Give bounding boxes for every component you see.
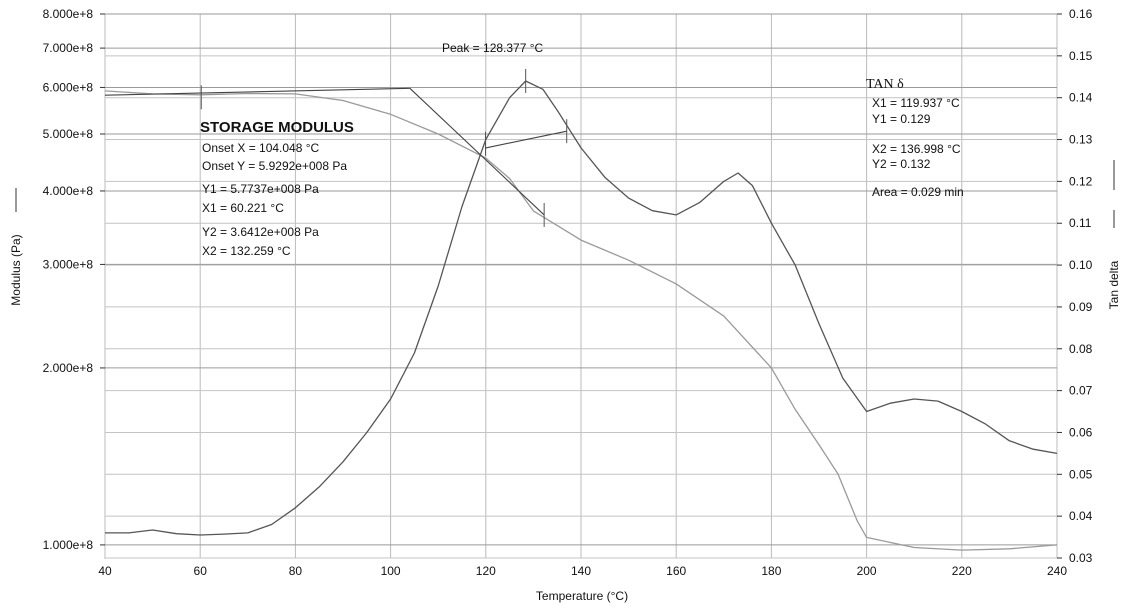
x-tick-label: 200: [857, 564, 877, 578]
x-tick-label: 40: [98, 564, 112, 578]
tan-x2: X2 = 136.998 °C: [872, 142, 961, 156]
onset-line: [485, 130, 567, 149]
storage-x2: X2 = 132.259 °C: [202, 244, 291, 258]
cursor-markers: [200, 68, 568, 227]
storage-modulus-title: STORAGE MODULUS: [200, 119, 354, 136]
left-tick-label: 2.000e+8: [43, 361, 94, 375]
right-tick-label: 0.07: [1069, 384, 1093, 398]
left-tick-label: 1.000e+8: [43, 538, 94, 552]
onset-guide-lines: [104, 87, 567, 216]
storage-y2: Y2 = 3.6412e+008 Pa: [202, 225, 319, 239]
storage-onset-x: Onset X = 104.048 °C: [202, 141, 320, 155]
storage-onset-y: Onset Y = 5.9292e+008 Pa: [202, 159, 347, 173]
x-tick-label: 220: [952, 564, 972, 578]
right-tick-label: 0.03: [1069, 551, 1093, 565]
left-tick-label: 8.000e+8: [43, 7, 94, 21]
x-tick-label: 80: [289, 564, 303, 578]
left-tick-label: 3.000e+8: [43, 257, 94, 271]
tan-area: Area = 0.029 min: [872, 185, 964, 199]
right-tick-label: 0.09: [1069, 300, 1093, 314]
x-tick-label: 60: [194, 564, 208, 578]
right-tick-label: 0.13: [1069, 133, 1093, 147]
left-tick-label: 7.000e+8: [43, 41, 94, 55]
left-tick-label: 6.000e+8: [43, 80, 94, 94]
x-axis-label: Temperature (°C): [536, 589, 628, 603]
onset-line: [104, 87, 410, 96]
storage-y1: Y1 = 5.7737e+008 Pa: [202, 182, 319, 196]
tan-delta-curve: [105, 80, 1058, 536]
x-tick-label: 100: [381, 564, 401, 578]
right-tick-label: 0.14: [1069, 91, 1093, 105]
left-y-axis-ticks: 1.000e+8 2.000e+8 3.000e+8 4.000e+8 5.000e+8…: [43, 7, 105, 552]
left-y-axis-label: Modulus (Pa): [9, 234, 23, 305]
right-tick-label: 0.16: [1069, 7, 1093, 21]
right-tick-label: 0.08: [1069, 342, 1093, 356]
tan-y1: Y1 = 0.129: [872, 112, 931, 126]
tan-delta-title: TAN δ: [866, 77, 904, 92]
right-tick-label: 0.06: [1069, 425, 1093, 439]
x-tick-label: 240: [1047, 564, 1067, 578]
right-tick-label: 0.11: [1069, 216, 1092, 230]
right-tick-label: 0.12: [1069, 174, 1093, 188]
left-tick-label: 5.000e+8: [43, 127, 94, 141]
right-tick-label: 0.04: [1069, 509, 1093, 523]
storage-x1: X1 = 60.221 °C: [202, 201, 284, 215]
x-tick-label: 180: [761, 564, 781, 578]
right-tick-label: 0.10: [1069, 258, 1093, 272]
x-tick-label: 120: [476, 564, 496, 578]
right-tick-label: 0.15: [1069, 49, 1093, 63]
grid: [104, 13, 1058, 559]
storage-modulus-curve: [104, 90, 1058, 551]
series-group: [104, 80, 1058, 551]
right-tick-label: 0.05: [1069, 467, 1093, 481]
tan-y2: Y2 = 0.132: [872, 157, 931, 171]
right-y-axis-label: Tan delta: [1107, 260, 1121, 309]
x-tick-label: 140: [571, 564, 591, 578]
tan-x1: X1 = 119.937 °C: [872, 96, 960, 110]
right-y-axis-ticks: 0.03 0.04 0.05 0.06 0.07 0.08 0.09 0.10 0.11 0.12…: [1057, 7, 1093, 565]
x-axis-ticks: 40 60 80 100 120 140 160 180 200 220 240: [98, 564, 1067, 578]
x-tick-label: 160: [666, 564, 686, 578]
peak-annotation: Peak = 128.377 °C: [442, 41, 544, 55]
onset-line: [409, 87, 545, 216]
left-tick-label: 4.000e+8: [43, 184, 94, 198]
